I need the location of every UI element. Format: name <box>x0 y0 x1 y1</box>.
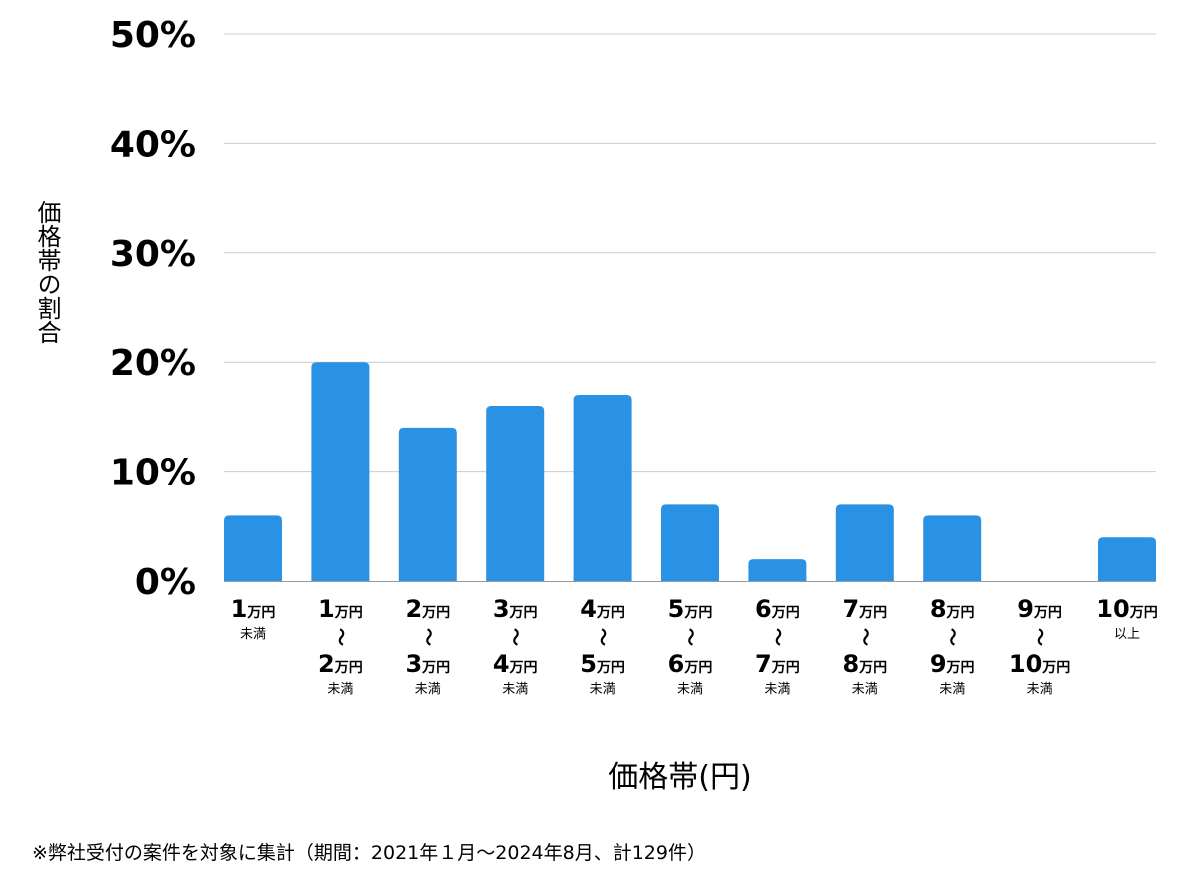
x-tick-line: 7万円 <box>755 650 800 678</box>
x-tick-line: 〜 <box>504 628 525 646</box>
bar <box>486 405 545 581</box>
x-tick-line: 未満 <box>677 682 703 697</box>
x-tick-line: 10万円 <box>1009 650 1070 678</box>
x-tick-line: 未満 <box>502 682 528 697</box>
x-tick-line: 未満 <box>939 682 965 697</box>
x-tick-line: 〜 <box>417 628 438 646</box>
x-tick-line: 3万円 <box>493 595 538 623</box>
x-tick-line: 9万円 <box>930 650 975 678</box>
bars <box>224 362 1156 581</box>
y-axis-label: 価格帯の割合 <box>33 200 61 344</box>
x-tick-line: 7万円 <box>842 595 887 623</box>
x-tick-line: 5万円 <box>580 650 625 678</box>
bar <box>923 515 982 581</box>
bar <box>661 504 719 581</box>
bar <box>1098 537 1156 581</box>
bar <box>835 504 894 581</box>
y-tick-label: 0% <box>135 562 196 603</box>
x-tick-line: 未満 <box>590 682 616 697</box>
bar <box>224 515 282 581</box>
x-tick-line: 8万円 <box>842 650 887 678</box>
x-tick-line: 未満 <box>1027 682 1053 697</box>
x-tick-line: 6万円 <box>668 650 713 678</box>
y-tick-label: 50% <box>110 15 196 56</box>
x-tick-line: 1万円 <box>318 595 363 623</box>
x-tick-line: 1万円 <box>231 595 276 623</box>
x-tick-line: 未満 <box>852 682 878 697</box>
x-tick-line: 未満 <box>764 682 790 697</box>
x-tick-line: 未満 <box>327 682 353 697</box>
x-tick-line: 2万円 <box>318 650 363 678</box>
x-axis-categories: 1万円未満1万円〜2万円未満2万円〜3万円未満3万円〜4万円未満4万円〜5万円未… <box>231 595 1158 697</box>
x-tick-line: 8万円 <box>930 595 975 623</box>
x-tick-line: 〜 <box>854 628 875 646</box>
bar <box>573 395 632 581</box>
x-tick-line: 〜 <box>766 628 787 646</box>
x-tick-line: 以上 <box>1114 627 1140 642</box>
x-tick-line: 〜 <box>1029 628 1050 646</box>
y-tick-label: 20% <box>110 343 196 384</box>
x-axis-label: 価格帯(円) <box>608 760 752 795</box>
x-tick-line: 10万円 <box>1096 595 1157 623</box>
x-tick-line: 3万円 <box>405 650 450 678</box>
y-tick-label: 10% <box>110 453 196 494</box>
footnote: ※弊社受付の案件を対象に集計（期間：2021年１月〜2024年8月、計129件） <box>32 842 706 864</box>
x-tick-line: 未満 <box>240 627 266 642</box>
x-tick-line: 9万円 <box>1017 595 1062 623</box>
x-tick-line: 〜 <box>941 628 962 646</box>
y-axis-ticks: 0% 10% 20% 30% 40% 50% <box>110 15 196 603</box>
y-tick-label: 30% <box>110 234 196 275</box>
bar <box>748 559 807 581</box>
x-tick-line: 2万円 <box>405 595 450 623</box>
x-tick-line: 6万円 <box>755 595 800 623</box>
bar <box>398 427 457 581</box>
y-tick-label: 40% <box>110 124 196 165</box>
x-tick-line: 〜 <box>679 628 700 646</box>
x-tick-line: 未満 <box>415 682 441 697</box>
x-tick-line: 4万円 <box>493 650 538 678</box>
bar <box>311 362 370 581</box>
x-tick-line: 〜 <box>592 628 613 646</box>
gridlines <box>224 33 1156 473</box>
x-tick-line: 〜 <box>329 628 350 646</box>
x-tick-line: 4万円 <box>580 595 625 623</box>
x-tick-line: 5万円 <box>668 595 713 623</box>
